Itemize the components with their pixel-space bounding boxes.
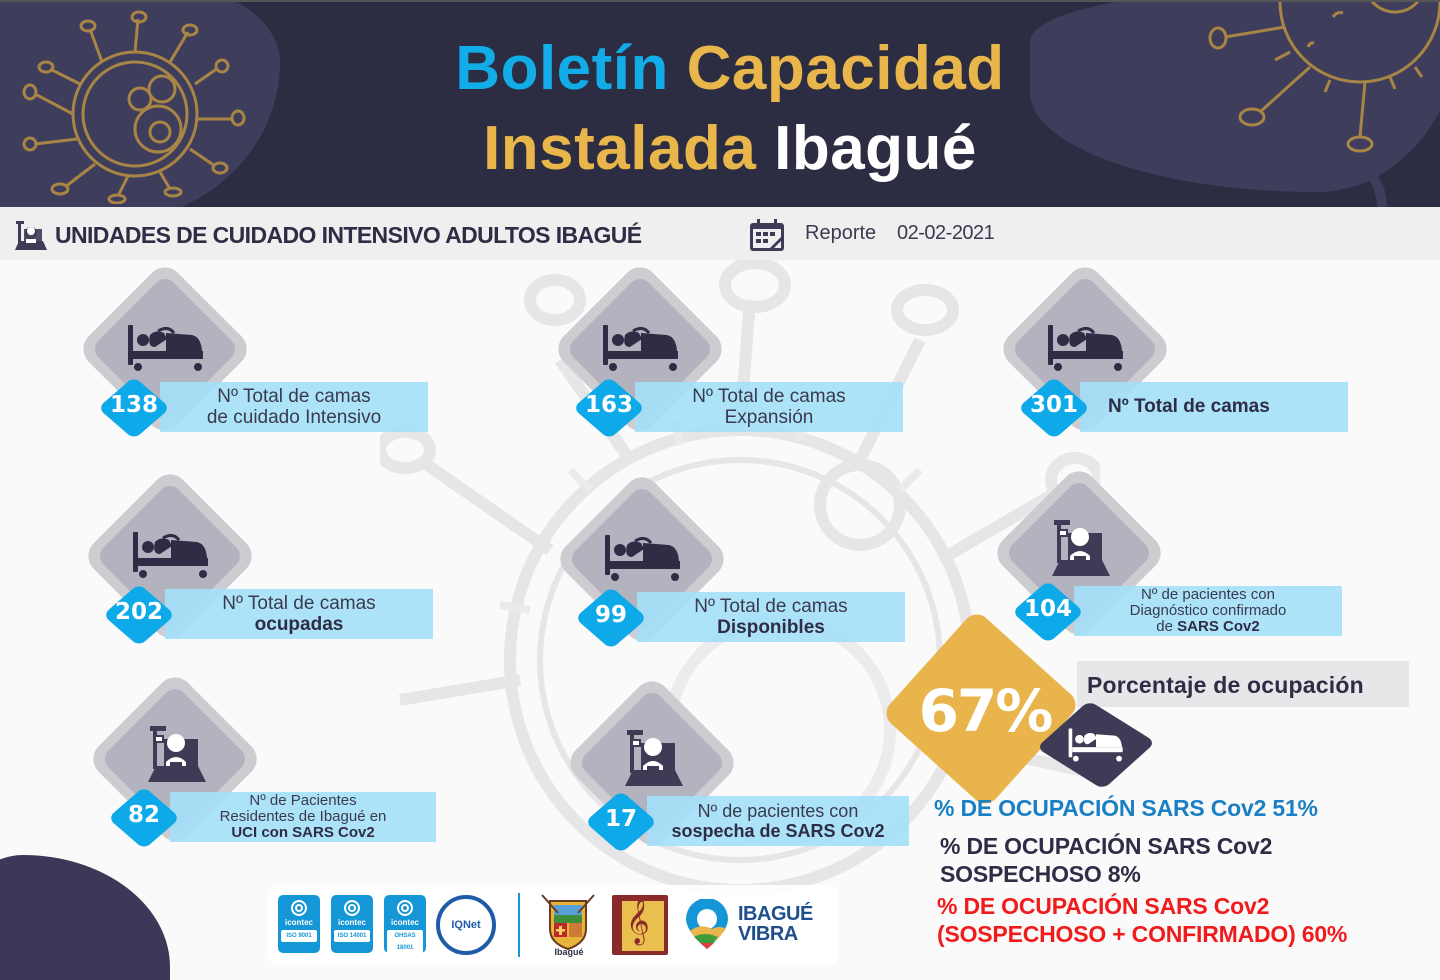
title-word-instalada: Instalada	[483, 114, 757, 183]
kpi-label: Nº de pacientes con Diagnóstico confirma…	[1074, 586, 1342, 636]
kpi-value: 82	[127, 802, 160, 828]
iqnet-logo: IQNet	[436, 895, 496, 955]
kpi-card-suspected-patients: Nº de pacientes con sospecha de SARS Cov…	[562, 673, 917, 870]
kpi-value: 163	[584, 392, 633, 418]
icu-patient-icon	[1050, 518, 1110, 578]
title-word-boletin: Boletín	[455, 34, 669, 103]
section-header: UNIDADES DE CUIDADO INTENSIVO ADULTOS IB…	[0, 207, 1440, 260]
hospital-bed-icon	[603, 528, 683, 588]
icontec-ohsas18001-logo: icontec OHSAS 18001	[384, 895, 426, 954]
hospital-bed-icon	[1046, 318, 1126, 378]
hospital-bed-icon	[126, 318, 206, 378]
kpi-label: Nº de Pacientes Residentes de Ibagué en …	[170, 792, 436, 842]
kpi-value: 17	[604, 806, 637, 832]
ibague-vibra-pin-logo	[686, 899, 728, 949]
occupancy-label: Porcentaje de ocupación	[1077, 661, 1409, 707]
kpi-card-confirmed-patients: Nº de pacientes con Diagnóstico confirma…	[989, 463, 1344, 660]
divider	[518, 893, 520, 957]
kpi-label: Nº Total de camas	[1080, 382, 1348, 432]
virus-icon	[1208, 2, 1440, 207]
hospital-bed-icon	[131, 525, 211, 585]
ibague-vibra-text: IBAGUÉ VIBRA	[738, 903, 813, 945]
title-line-2: Instalada Ibagué	[10, 118, 1440, 180]
alcaldia-label: Ibagué	[554, 947, 584, 957]
kpi-label: Nº Total de camas de cuidado Intensivo	[160, 382, 428, 432]
kpi-label: Nº Total de camas Disponibles	[637, 592, 905, 642]
kpi-card-total-beds: Nº Total de camas 301	[995, 259, 1350, 456]
kpi-card-icu-beds: Nº Total de camas de cuidado Intensivo 1…	[75, 259, 430, 456]
title-line-1: Boletín Capacidad	[10, 38, 1440, 100]
footer-logos: icontec ISO 9001 icontec ISO 14001 icont…	[268, 885, 838, 965]
icu-patient-icon	[146, 724, 206, 784]
kpi-value: 99	[594, 602, 627, 628]
header-banner: Boletín Capacidad Instalada Ibagué	[0, 0, 1440, 207]
kpi-card-available-beds: Nº Total de camas Disponibles 99	[552, 469, 907, 666]
kpi-label: Nº Total de camas Expansión	[635, 382, 903, 432]
stat-sars-cov2-occupancy: % DE OCUPACIÓN SARS Cov2 51%	[934, 795, 1318, 821]
report-label: Reporte	[805, 222, 877, 244]
icontec-iso9001-logo: icontec ISO 9001	[278, 895, 320, 953]
title-word-ibague: Ibagué	[774, 114, 977, 183]
stat-suspected-plus-confirmed-occupancy: % DE OCUPACIÓN SARS Cov2 (SOSPECHOSO + C…	[937, 893, 1348, 948]
alcaldia-crest-logo	[541, 894, 595, 951]
icu-patient-icon	[623, 728, 683, 788]
hospital-bed-icon	[1068, 728, 1123, 762]
report-date: 02-02-2021	[897, 222, 995, 244]
occupancy-percentage: 67%	[918, 677, 1054, 745]
section-title: UNIDADES DE CUIDADO INTENSIVO ADULTOS IB…	[55, 222, 642, 248]
kpi-card-expansion-beds: Nº Total de camas Expansión 163	[550, 259, 905, 456]
kpi-label: Nº Total de camas ocupadas	[165, 589, 433, 639]
icontec-iso14001-logo: icontec ISO 14001	[331, 895, 373, 953]
title-word-capacidad: Capacidad	[686, 34, 1005, 103]
calendar-icon	[750, 219, 784, 251]
kpi-value: 138	[109, 392, 158, 418]
ibague-musical-logo: 𝄞	[612, 895, 668, 955]
kpi-label: Nº de pacientes con sospecha de SARS Cov…	[647, 796, 909, 846]
kpi-card-occupied-beds: Nº Total de camas ocupadas 202	[80, 466, 435, 663]
kpi-value: 301	[1029, 392, 1078, 418]
treble-clef-icon: 𝄞	[626, 898, 650, 944]
kpi-card-ibague-residents-icu: Nº de Pacientes Residentes de Ibagué en …	[85, 669, 440, 866]
kpi-value: 202	[114, 599, 163, 625]
stat-suspected-occupancy: % DE OCUPACIÓN SARS Cov2 SOSPECHOSO 8%	[940, 833, 1273, 888]
virus-icon	[22, 10, 246, 204]
icu-icon	[15, 221, 47, 250]
hospital-bed-icon	[601, 318, 681, 378]
kpi-value: 104	[1023, 596, 1072, 622]
